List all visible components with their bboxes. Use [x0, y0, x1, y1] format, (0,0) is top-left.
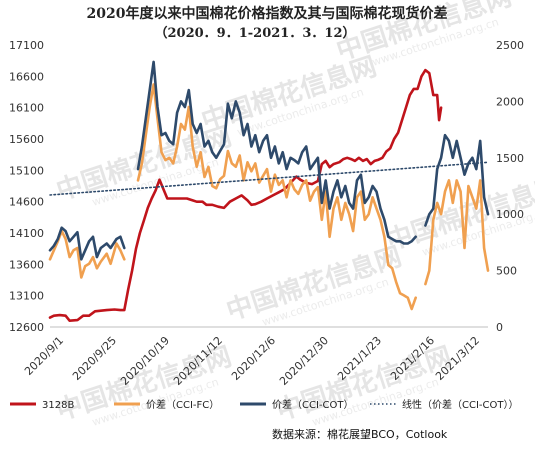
series-line-2: [48, 60, 490, 261]
left-y-tick-label: 16100: [9, 102, 44, 115]
left-y-tick-label: 12600: [9, 321, 44, 334]
left-y-tick-label: 14600: [9, 196, 44, 209]
left-y-axis: 12600 13100 13600 14100 14600 15100 15600 16100…: [9, 39, 44, 334]
x-tick-label: 2020/9/25: [70, 334, 119, 383]
right-y-tick-label: 2000: [496, 95, 524, 108]
x-tick-label: 2020/12/6: [229, 334, 278, 383]
source-note: 数据来源：棉花展望BCO，Cotlook: [272, 427, 448, 441]
left-y-tick-label: 14100: [9, 227, 44, 240]
right-y-axis: 0 500 1000 1500 2000 2500: [496, 39, 524, 334]
right-y-tick-label: 500: [496, 265, 517, 278]
right-y-tick-label: 1500: [496, 152, 524, 165]
series-line-3: [49, 161, 489, 196]
x-tick-label: 2020/9/1: [22, 334, 66, 378]
series-line-0: [48, 68, 443, 322]
series-layer: [48, 60, 490, 322]
chart-subtitle: （2020．9．1-2021．3．12）: [155, 25, 356, 41]
left-y-tick-label: 13100: [9, 290, 44, 303]
x-tick-label: 2020/12/30: [277, 334, 331, 388]
chart-title: 2020年度以来中国棉花价格指数及其与国际棉花现货价差: [87, 5, 448, 22]
left-y-tick-label: 13600: [9, 258, 44, 271]
left-y-tick-label: 16600: [9, 70, 44, 83]
left-y-tick-label: 15600: [9, 133, 44, 146]
legend: 3128B 价差（CCI-FC） 价差（CCI-COT） 线性（价差（CCI-COT）…: [10, 398, 518, 411]
left-y-tick-label: 15100: [9, 164, 44, 177]
legend-label: 3128B: [42, 400, 74, 411]
legend-label: 价差（CCI-COT）: [272, 398, 353, 411]
left-y-tick-label: 17100: [9, 39, 44, 52]
legend-label: 价差（CCI-FC）: [146, 398, 219, 411]
legend-label: 线性（价差（CCI-COT））: [402, 398, 518, 411]
right-y-tick-label: 1000: [496, 208, 524, 221]
right-y-tick-label: 0: [496, 321, 503, 334]
right-y-tick-label: 2500: [496, 39, 524, 52]
